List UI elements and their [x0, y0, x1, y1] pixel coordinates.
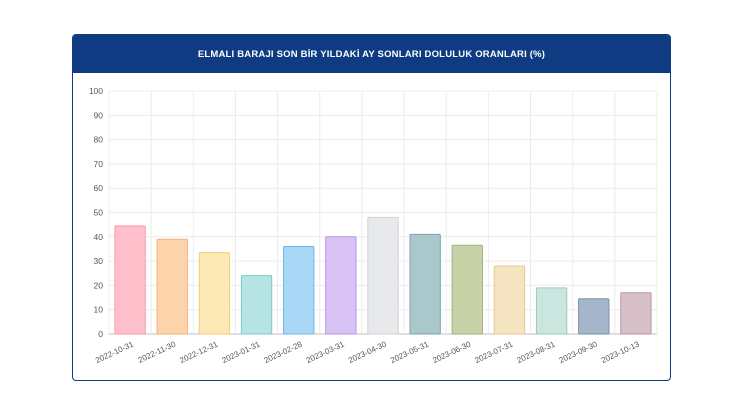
- chart-area: 0 10 20 30 40 50 60 70 80 90 100 2022-10-31 2022-11-…: [73, 73, 670, 380]
- bar: [578, 298, 610, 335]
- bar: [620, 292, 652, 335]
- bar: [535, 287, 568, 335]
- bar: [367, 216, 399, 335]
- x-tick-label: 2023-01-31: [220, 339, 261, 365]
- bar: [156, 238, 188, 335]
- x-tick-label: 2023-03-31: [305, 339, 346, 365]
- y-tick-label: 60: [94, 183, 104, 193]
- x-tick-label: 2022-10-31: [94, 339, 135, 365]
- y-tick-label: 100: [89, 86, 103, 96]
- y-tick-label: 80: [94, 135, 104, 145]
- x-tick-label: 2023-07-31: [473, 339, 514, 365]
- y-tick-label: 70: [94, 159, 104, 169]
- y-tick-label: 40: [94, 232, 104, 242]
- x-tick-label: 2022-11-30: [137, 339, 178, 364]
- bar: [240, 275, 273, 335]
- bar: [451, 244, 483, 335]
- bar: [114, 225, 146, 335]
- x-tick-label: 2022-12-31: [178, 339, 219, 365]
- y-tick-label: 30: [94, 256, 104, 266]
- x-tick-label: 2023-05-31: [389, 339, 430, 365]
- y-tick-label: 50: [94, 208, 104, 218]
- y-tick-label: 20: [94, 280, 104, 290]
- bar-chart: 0 10 20 30 40 50 60 70 80 90 100 2022-10-31 2022-11-…: [89, 86, 658, 365]
- y-tick-label: 10: [94, 305, 104, 315]
- bar: [493, 265, 526, 335]
- bar: [409, 233, 441, 335]
- bar: [283, 246, 315, 335]
- y-tick-label: 0: [98, 329, 103, 339]
- x-tick-label: 2023-10-13: [600, 339, 641, 365]
- chart-title: ELMALI BARAJI SON BİR YILDAKİ AY SONLARI…: [73, 35, 670, 73]
- x-tick-label: 2023-09-30: [558, 339, 599, 365]
- x-tick-label: 2023-04-30: [347, 339, 388, 365]
- y-tick-label: 90: [94, 110, 104, 120]
- bar: [325, 236, 357, 335]
- chart-card: ELMALI BARAJI SON BİR YILDAKİ AY SONLARI…: [72, 34, 671, 381]
- bar: [198, 252, 231, 335]
- x-tick-label: 2023-06-30: [431, 339, 472, 365]
- x-tick-label: 2023-02-28: [263, 339, 304, 365]
- x-tick-label: 2023-08-31: [516, 339, 557, 365]
